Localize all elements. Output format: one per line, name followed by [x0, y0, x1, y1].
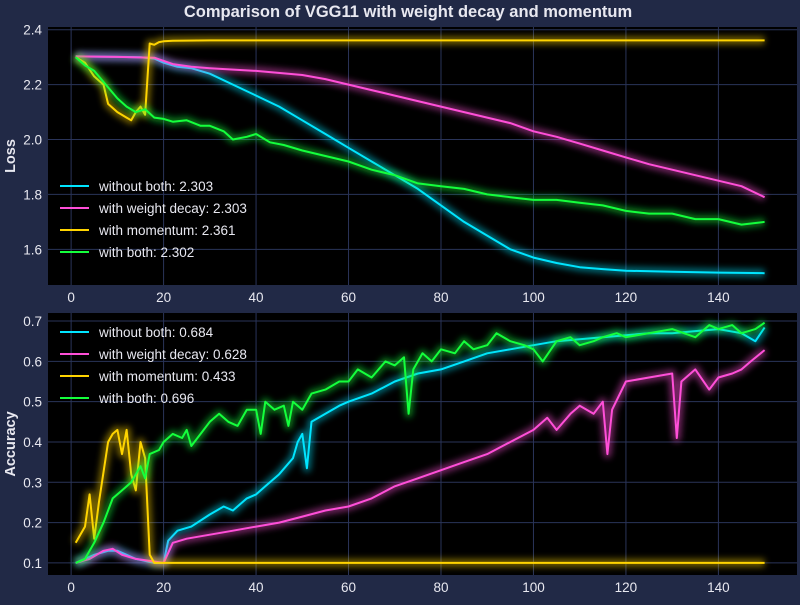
loss-legend-label: with weight decay: 2.303	[98, 201, 247, 216]
accuracy-y-axis-label: Accuracy	[3, 411, 19, 476]
loss-series-line-3	[75, 56, 765, 226]
accuracy-series-line-1	[75, 349, 766, 564]
loss-plot-area	[48, 27, 797, 285]
accuracy-x-tick-label: 80	[433, 580, 448, 595]
accuracy-y-tick-label: 0.5	[23, 395, 42, 410]
accuracy-y-tick-label: 0.4	[23, 435, 42, 450]
accuracy-x-tick-label: 20	[156, 580, 171, 595]
chart-title: Comparison of VGG11 with weight decay an…	[184, 3, 632, 21]
accuracy-x-tick-label: 100	[522, 580, 545, 595]
loss-x-tick-label: 80	[433, 290, 448, 305]
loss-legend-label: with momentum: 2.361	[98, 223, 236, 238]
accuracy-x-tick-label: 40	[249, 580, 264, 595]
accuracy-legend-label: with both: 0.696	[98, 391, 194, 406]
loss-y-tick-label: 2.2	[23, 78, 42, 93]
loss-series-line-1	[75, 55, 766, 199]
loss-x-tick-label: 120	[615, 290, 638, 305]
loss-y-tick-label: 1.8	[23, 187, 42, 202]
accuracy-y-tick-label: 0.3	[23, 475, 42, 490]
loss-y-axis-label: Loss	[3, 139, 19, 173]
accuracy-y-tick-label: 0.6	[23, 354, 42, 369]
accuracy-y-tick-label: 0.7	[23, 314, 42, 329]
loss-x-tick-label: 60	[341, 290, 356, 305]
loss-y-tick-label: 2.0	[23, 133, 42, 148]
accuracy-x-tick-label: 140	[707, 580, 730, 595]
loss-y-tick-label: 2.4	[23, 23, 42, 38]
accuracy-y-tick-label: 0.2	[23, 516, 42, 531]
loss-panel: 0 20 40 60 80 100 120 140 1.6 1.8 2.0 2.2 2.4 Loss wit…	[3, 23, 797, 305]
loss-x-tick-label: 0	[67, 290, 75, 305]
loss-x-tick-label: 20	[156, 290, 171, 305]
accuracy-legend-label: with momentum: 0.433	[98, 369, 236, 384]
accuracy-legend-label: with weight decay: 0.628	[98, 347, 247, 362]
accuracy-x-tick-label: 120	[615, 580, 638, 595]
accuracy-x-tick-label: 0	[67, 580, 75, 595]
accuracy-legend-label: without both: 0.684	[98, 325, 214, 340]
loss-x-tick-label: 40	[249, 290, 264, 305]
loss-x-tick-label: 140	[707, 290, 730, 305]
accuracy-y-tick-label: 0.1	[23, 556, 42, 571]
accuracy-x-tick-label: 60	[341, 580, 356, 595]
loss-y-tick-label: 1.6	[23, 242, 42, 257]
loss-x-tick-label: 100	[522, 290, 545, 305]
loss-legend-label: without both: 2.303	[98, 179, 213, 194]
loss-legend-label: with both: 2.302	[98, 245, 194, 260]
accuracy-series-line-3	[75, 321, 766, 564]
accuracy-panel: 0 20 40 60 80 100 120 140 0.1 0.2 0.3 0.4 0.5 0.6 0.7 A…	[3, 313, 797, 595]
